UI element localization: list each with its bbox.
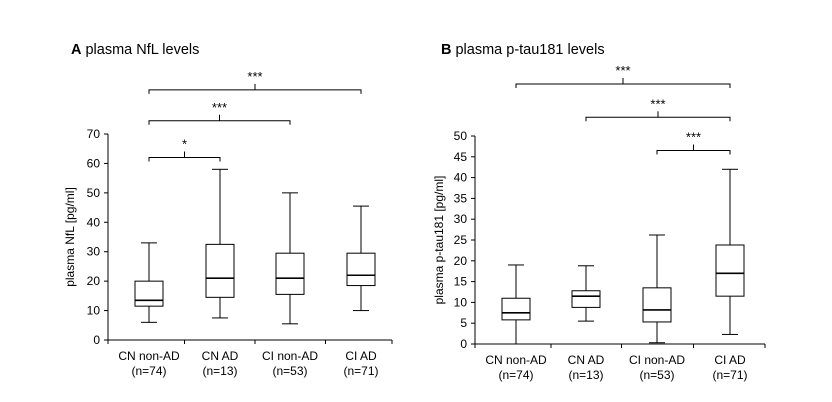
y-tick-label: 40 bbox=[454, 171, 468, 185]
y-tick-label: 45 bbox=[454, 150, 468, 164]
significance-label: *** bbox=[650, 96, 665, 111]
y-axis-label: plasma p-tau181 [pg/ml] bbox=[432, 176, 446, 305]
y-tick-label: 50 bbox=[87, 186, 101, 200]
box-iqr bbox=[205, 243, 235, 298]
y-tick-label: 5 bbox=[460, 316, 467, 330]
y-tick-label: 30 bbox=[454, 212, 468, 226]
significance-label: *** bbox=[247, 69, 262, 84]
box-iqr bbox=[501, 297, 531, 321]
significance-bracket bbox=[656, 150, 731, 155]
panel-a-title-text: plasma NfL levels bbox=[85, 42, 200, 58]
significance-label: *** bbox=[615, 63, 630, 78]
category-count: (n=71) bbox=[712, 368, 747, 382]
significance-label: *** bbox=[212, 100, 227, 115]
significance-label: * bbox=[182, 137, 187, 152]
y-tick-label: 60 bbox=[87, 156, 101, 170]
significance-label: *** bbox=[686, 130, 701, 145]
box-iqr bbox=[571, 290, 601, 308]
category-label: CN non-AD bbox=[485, 353, 547, 367]
category-label: CN AD bbox=[202, 349, 239, 363]
box-iqr bbox=[346, 252, 376, 287]
y-tick-label: 20 bbox=[454, 254, 468, 268]
y-tick-label: 10 bbox=[87, 304, 101, 318]
significance-bracket bbox=[148, 157, 221, 162]
box-iqr bbox=[715, 244, 745, 297]
y-tick-label: 10 bbox=[454, 295, 468, 309]
category-count: (n=13) bbox=[568, 368, 603, 382]
y-axis-label: plasma NfL [pg/ml] bbox=[63, 187, 77, 287]
category-label: CI AD bbox=[714, 353, 746, 367]
category-count: (n=74) bbox=[498, 368, 533, 382]
significance-bracket bbox=[585, 116, 731, 122]
category-label: CN non-AD bbox=[118, 349, 180, 363]
category-label: CI non-AD bbox=[262, 349, 318, 363]
category-count: (n=13) bbox=[202, 364, 237, 378]
box-iqr bbox=[275, 252, 305, 295]
y-tick-label: 15 bbox=[454, 275, 468, 289]
y-tick-label: 0 bbox=[460, 337, 467, 351]
y-tick-label: 35 bbox=[454, 191, 468, 205]
category-label: CI non-AD bbox=[629, 353, 685, 367]
panel-b-title-text: plasma p-tau181 levels bbox=[455, 42, 605, 58]
y-tick-label: 50 bbox=[454, 129, 468, 143]
panel-a-letter: A bbox=[71, 42, 82, 58]
category-count: (n=53) bbox=[639, 368, 674, 382]
category-label: CI AD bbox=[345, 349, 377, 363]
category-label: CN AD bbox=[568, 353, 605, 367]
significance-bracket bbox=[515, 83, 731, 88]
category-count: (n=74) bbox=[131, 364, 166, 378]
y-tick-label: 40 bbox=[87, 215, 101, 229]
y-tick-label: 30 bbox=[87, 245, 101, 259]
y-tick-label: 0 bbox=[93, 333, 100, 347]
category-count: (n=71) bbox=[343, 364, 378, 378]
y-tick-label: 25 bbox=[454, 233, 468, 247]
category-count: (n=53) bbox=[272, 364, 307, 378]
panel-b-letter: B bbox=[441, 42, 452, 58]
y-tick-label: 70 bbox=[87, 127, 101, 141]
box-iqr bbox=[134, 280, 164, 307]
y-tick-label: 20 bbox=[87, 274, 101, 288]
box-iqr bbox=[642, 287, 672, 323]
